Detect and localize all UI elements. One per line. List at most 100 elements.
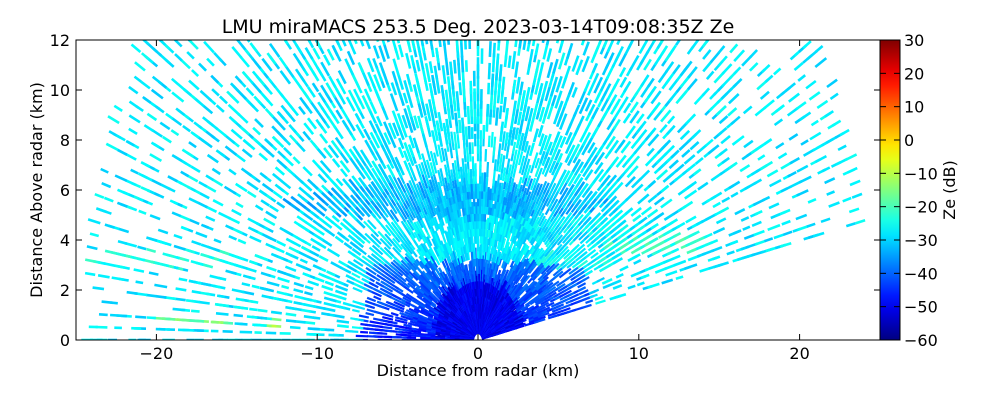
- radar-gate: [276, 290, 289, 296]
- radar-gate: [385, 224, 397, 239]
- radar-gate: [249, 42, 258, 53]
- radar-gate: [518, 244, 529, 260]
- radar-gate: [525, 175, 532, 187]
- radar-gate: [541, 228, 551, 241]
- radar-gate: [458, 181, 463, 194]
- radar-gate: [253, 95, 263, 105]
- radar-gate: [252, 126, 261, 136]
- radar-gate: [451, 250, 459, 266]
- radar-gate: [240, 167, 253, 177]
- radar-gate: [424, 115, 431, 131]
- radar-gate: [172, 307, 186, 312]
- radar-gate: [653, 196, 665, 206]
- radar-gate: [681, 200, 694, 210]
- radar-gate: [339, 168, 349, 178]
- radar-gate: [492, 249, 498, 263]
- radar-gate: [347, 234, 360, 245]
- radar-gate: [426, 270, 436, 283]
- radar-gate: [428, 179, 435, 192]
- radar-gate: [428, 309, 439, 317]
- radar-gate: [398, 205, 408, 220]
- radar-gate: [401, 114, 409, 129]
- radar-gate: [425, 272, 436, 284]
- radar-gate: [201, 116, 215, 127]
- radar-gate: [605, 135, 616, 150]
- radar-gate: [443, 148, 449, 161]
- radar-gate: [554, 90, 563, 109]
- radar-gate: [751, 220, 762, 227]
- radar-gate: [571, 158, 582, 173]
- radar-gate: [764, 237, 774, 243]
- radar-gate: [514, 318, 527, 326]
- radar-gate: [521, 187, 528, 201]
- radar-gate: [345, 274, 356, 281]
- radar-gate: [416, 295, 427, 304]
- radar-gate: [389, 93, 399, 112]
- radar-gate: [376, 300, 386, 306]
- radar-gate: [607, 139, 620, 155]
- radar-gate: [428, 82, 434, 97]
- radar-gate: [289, 325, 301, 330]
- radar-gate: [584, 249, 597, 259]
- radar-gate: [688, 230, 700, 238]
- radar-gate: [461, 117, 465, 133]
- radar-gate: [360, 322, 369, 327]
- radar-gate: [128, 114, 141, 124]
- radar-gate: [297, 193, 309, 204]
- radar-gate: [349, 241, 359, 249]
- radar-gate: [433, 246, 440, 257]
- radar-gate: [200, 223, 209, 229]
- radar-gate: [197, 201, 208, 209]
- radar-gate: [406, 219, 415, 231]
- radar-gate: [733, 66, 742, 75]
- radar-gate: [442, 40, 446, 46]
- radar-gate: [417, 115, 423, 127]
- radar-gate: [555, 75, 563, 93]
- radar-gate: [434, 230, 442, 246]
- radar-gate: [242, 274, 252, 279]
- radar-gate: [234, 322, 243, 326]
- radar-gate: [562, 249, 570, 257]
- radar-gate: [327, 205, 338, 215]
- radar-gate: [320, 61, 331, 77]
- radar-gate: [557, 100, 564, 112]
- radar-gate: [100, 167, 109, 174]
- colorbar-tick-label: −50: [904, 298, 938, 317]
- radar-gate: [215, 104, 225, 113]
- radar-gate: [825, 135, 838, 145]
- radar-gate: [589, 146, 598, 158]
- radar-gate: [851, 192, 863, 199]
- radar-gate: [421, 67, 428, 84]
- radar-gate: [214, 302, 225, 307]
- radar-gate: [407, 282, 420, 293]
- radar-gate: [367, 254, 376, 262]
- radar-gate: [590, 252, 599, 259]
- radar-gate: [556, 245, 569, 259]
- radar-gate: [518, 258, 527, 270]
- radar-gate: [276, 240, 287, 247]
- radar-gate: [718, 261, 729, 267]
- radar-gate: [229, 82, 239, 92]
- radar-gate: [260, 199, 271, 207]
- radar-gate: [553, 214, 563, 228]
- radar-gate: [280, 179, 292, 190]
- radar-gate: [353, 40, 358, 45]
- colorbar-tick-label: −10: [904, 164, 938, 183]
- radar-gate: [418, 280, 431, 294]
- radar-gate: [517, 184, 523, 198]
- radar-gate: [342, 301, 351, 307]
- colorbar: −60 −50 −40 −30 −20 −10 0 10 20 30 Ze (dB): [879, 31, 959, 350]
- radar-gate: [339, 106, 350, 121]
- radar-gate: [246, 190, 257, 199]
- radar-gate: [577, 286, 586, 292]
- radar-gate: [588, 288, 600, 295]
- x-tick-label: 0: [473, 344, 483, 363]
- radar-gate: [408, 307, 420, 315]
- radar-gate: [361, 95, 372, 112]
- radar-gate: [514, 322, 526, 329]
- radar-gate: [350, 317, 360, 321]
- radar-gate: [199, 192, 210, 200]
- radar-gate: [349, 303, 361, 309]
- radar-gate: [589, 293, 598, 299]
- radar-gate: [595, 187, 607, 201]
